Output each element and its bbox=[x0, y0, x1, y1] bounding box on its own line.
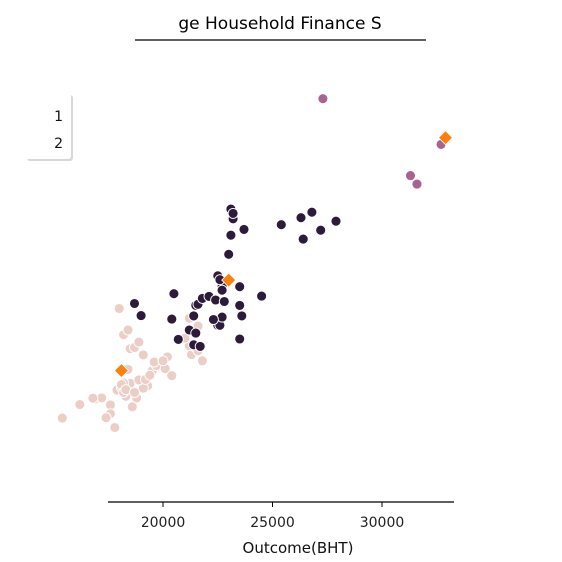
data-point bbox=[194, 340, 206, 352]
data-point bbox=[113, 303, 125, 314]
data-point bbox=[225, 229, 237, 241]
centroid-marker bbox=[437, 130, 454, 146]
xtick-mask bbox=[126, 510, 142, 532]
centroid-layer bbox=[113, 130, 454, 379]
data-point bbox=[144, 369, 156, 381]
legend: 1 2 bbox=[25, 93, 73, 161]
data-point bbox=[216, 284, 228, 296]
data-point bbox=[129, 298, 140, 309]
x-tick-label: 30000 bbox=[360, 515, 405, 531]
data-point bbox=[100, 412, 112, 424]
legend-box bbox=[25, 93, 71, 159]
legend-entry-1: 1 bbox=[54, 109, 63, 125]
data-point bbox=[172, 333, 184, 345]
chart-title: ge Household Finance S bbox=[178, 14, 381, 34]
x-tick-label: 25000 bbox=[250, 515, 295, 531]
data-point bbox=[256, 290, 268, 302]
data-point bbox=[223, 248, 235, 260]
data-point bbox=[297, 233, 309, 245]
data-point bbox=[330, 215, 342, 227]
data-point bbox=[166, 370, 178, 382]
data-point bbox=[137, 349, 149, 361]
title-mask-right bbox=[404, 8, 434, 38]
data-point bbox=[87, 392, 99, 404]
legend-entry-2: 2 bbox=[54, 136, 63, 152]
data-point bbox=[227, 207, 239, 219]
points-layer bbox=[56, 93, 447, 433]
x-axis-label: Outcome(BHT) bbox=[243, 539, 354, 557]
data-point bbox=[317, 93, 329, 105]
data-point bbox=[411, 178, 423, 190]
xlabel-mask bbox=[356, 538, 376, 558]
title-mask-left bbox=[118, 8, 154, 38]
data-point bbox=[196, 355, 208, 367]
data-point bbox=[238, 223, 250, 235]
data-point bbox=[234, 299, 246, 311]
data-point bbox=[126, 401, 138, 413]
data-point bbox=[129, 386, 140, 398]
data-point bbox=[74, 399, 86, 410]
data-point bbox=[168, 288, 180, 300]
data-point bbox=[315, 224, 327, 236]
data-point bbox=[122, 324, 134, 336]
data-point bbox=[157, 355, 169, 367]
data-point bbox=[166, 313, 178, 325]
data-point bbox=[135, 310, 147, 322]
data-point bbox=[275, 219, 287, 231]
data-point bbox=[236, 310, 248, 322]
data-point bbox=[109, 422, 121, 433]
data-point bbox=[295, 212, 307, 224]
centroid-marker bbox=[113, 362, 129, 379]
data-point bbox=[133, 336, 145, 348]
data-point bbox=[188, 310, 200, 322]
centroid-marker bbox=[221, 272, 237, 288]
data-point bbox=[234, 281, 246, 293]
data-point bbox=[405, 170, 416, 182]
data-point bbox=[207, 314, 219, 325]
data-point bbox=[218, 296, 230, 307]
x-tick-label: 20000 bbox=[141, 515, 186, 531]
data-point bbox=[190, 327, 202, 339]
x-ticks: 20000 25000 30000 bbox=[141, 502, 405, 531]
data-point bbox=[234, 333, 246, 345]
data-point bbox=[56, 412, 68, 424]
data-point bbox=[306, 206, 318, 218]
